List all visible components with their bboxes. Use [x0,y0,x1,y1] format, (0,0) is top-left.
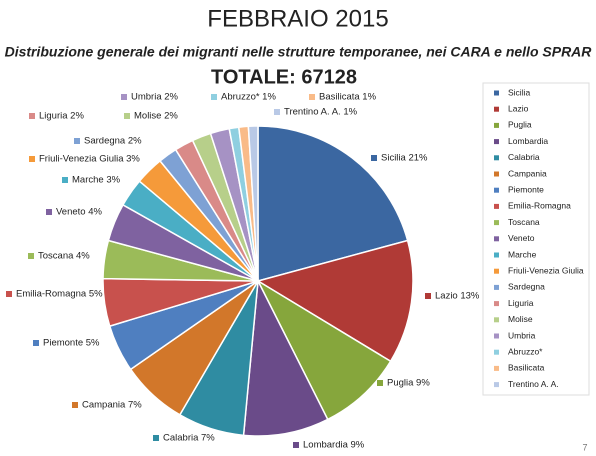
legend-label: Toscana [508,217,540,227]
label-marker [72,402,78,408]
legend-marker [494,220,499,226]
legend-marker [494,203,499,209]
legend-label: Emilia-Romagna [508,201,571,211]
data-label: Umbria 2% [131,92,179,103]
chart-title: FEBBRAIO 2015 [207,5,388,32]
legend-label: Campania [508,168,547,178]
data-label: Veneto 4% [56,207,103,218]
legend-marker [494,236,499,242]
legend-label: Piemonte [508,184,544,194]
legend-box [482,82,590,396]
data-label: Lazio 13% [435,291,480,302]
legend-marker [494,139,499,145]
data-label: Campania 7% [82,400,142,411]
data-label: Sardegna 2% [84,136,142,147]
label-marker [274,109,280,115]
data-label: Friuli-Venezia Giulia 3% [39,154,140,165]
data-label: Basilicata 1% [319,92,377,103]
total: TOTALE: 67128 [211,66,357,88]
data-label: Liguria 2% [39,111,84,122]
legend-label: Molise [508,314,533,324]
data-label: Toscana 4% [38,251,90,262]
legend-marker [494,317,499,323]
data-label: Sicilia 21% [381,153,428,164]
pie-slice [247,125,259,282]
legend-marker [494,171,499,177]
label-marker [309,94,315,100]
data-label: Marche 3% [72,175,121,186]
legend-marker [494,155,499,161]
data-label: Emilia-Romagna 5% [16,289,103,300]
chart-subtitle: Distribuzione generale dei migranti nell… [5,44,593,60]
data-label: Calabria 7% [163,433,215,444]
legend-marker [494,333,499,339]
label-marker [46,209,52,215]
legend-marker [494,187,499,193]
pie-slice [242,278,329,437]
label-marker [29,113,35,119]
legend-label: Sicilia [508,87,530,97]
legend-marker [494,252,499,258]
label-marker [425,293,431,299]
label-marker [74,138,80,144]
data-label: Lombardia 9% [303,440,365,451]
data-label: Puglia 9% [387,378,430,389]
page-number: 7 [582,442,587,452]
legend-label: Calabria [508,152,540,162]
legend-marker [494,284,499,290]
legend-label: Lombardia [508,136,548,146]
data-label: Piemonte 5% [43,338,100,349]
label-marker [211,94,217,100]
pie-slice [256,239,414,363]
legend-label: Lazio [508,103,529,113]
legend-marker [494,382,499,388]
label-marker [29,156,35,162]
legend-label: Puglia [508,120,532,130]
label-marker [293,442,299,448]
legend-label: Marche [508,249,537,259]
legend-label: Sardegna [508,282,545,292]
label-marker [33,340,39,346]
legend-label: Liguria [508,298,534,308]
legend-marker [494,122,499,128]
label-marker [62,177,68,183]
legend-label: Veneto [508,233,535,243]
legend-label: Friuli-Venezia Giulia [508,265,584,275]
label-marker [371,155,377,161]
data-label: Molise 2% [134,111,178,122]
legend-label: Basilicata [508,363,545,373]
legend-label: Trentino A. A. [508,379,559,389]
legend-marker [494,301,499,307]
legend-marker [494,365,499,371]
label-marker [124,113,130,119]
pie-slice [257,125,409,282]
data-label: Abruzzo* 1% [221,92,276,103]
legend-label: Umbria [508,330,536,340]
legend-marker [494,349,499,355]
label-marker [6,291,12,297]
label-marker [121,94,127,100]
label-marker [377,380,383,386]
legend-marker [494,90,499,96]
legend-marker [494,106,499,112]
legend-marker [494,268,499,274]
label-marker [153,435,159,441]
data-label: Trentino A. A. 1% [284,107,358,118]
pie-slice [256,279,392,421]
legend-label: Abruzzo* [508,346,543,356]
label-marker [28,253,34,259]
